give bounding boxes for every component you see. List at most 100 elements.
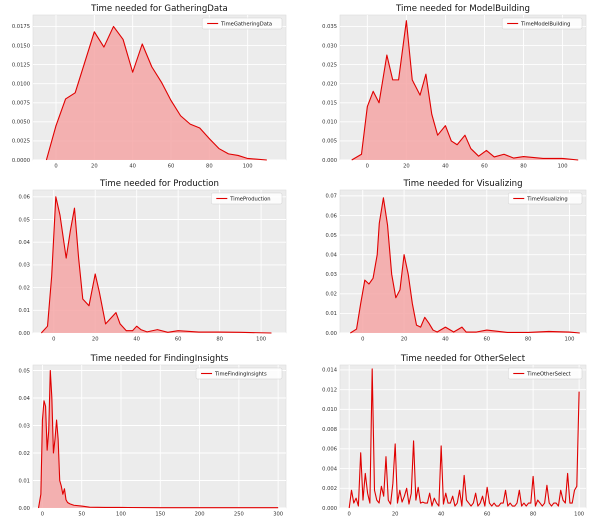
density-area [350,197,580,333]
x-tick-label: 0 [54,164,57,170]
y-tick-label: 0.06 [325,213,337,219]
x-tick-label: 50 [78,512,85,518]
density-line [350,197,580,334]
y-tick-label: 0.00 [18,331,30,337]
y-tick-label: 0.01 [18,478,30,484]
x-tick-label: 20 [401,337,408,343]
y-tick-label: 0.014 [322,368,338,374]
density-line [45,25,267,161]
y-tick-label: 0.025 [322,62,337,68]
chart-panel-5: 0.00 0.01 0.02 0.03 0.04 0.05 0 50 100 150 200 250 3… [18,354,287,518]
chart-panel-3: 0.00 0.01 0.02 0.03 0.04 0.05 0.06 0 20 40 60 80 100… [18,179,287,343]
x-tick-label: 60 [484,512,491,518]
x-tick-label: 40 [442,164,449,170]
y-tick-label: 0.04 [18,396,30,402]
y-tick-label: 0.00 [325,331,337,337]
x-tick-label: 250 [234,512,244,518]
legend-label: TimeVisualizing [526,196,567,202]
x-tick-label: 40 [133,337,140,343]
x-tick-label: 60 [483,337,490,343]
y-tick-label: 0.0150 [12,43,30,49]
y-tick-label: 0.01 [18,308,30,314]
y-tick-label: 0.02 [18,451,30,457]
x-tick-label: 100 [243,164,253,170]
x-tick-label: 20 [392,512,399,518]
x-tick-label: 300 [273,512,283,518]
legend-label: TimeGatheringData [220,21,272,27]
x-tick-label: 80 [530,512,537,518]
x-tick-label: 200 [195,512,205,518]
chart-title: Time needed for ModelBuilding [395,4,530,14]
x-tick-label: 100 [256,337,266,343]
x-tick-label: 80 [206,164,213,170]
y-tick-label: 0.03 [325,272,337,278]
legend: TimeOtherSelect [508,367,583,380]
y-tick-label: 0.015 [322,101,337,107]
x-tick-label: 80 [520,164,527,170]
y-tick-label: 0.05 [18,217,30,223]
y-tick-label: 0.06 [18,195,30,201]
y-tick-label: 0.0175 [12,24,30,30]
y-tick-label: 0.0050 [12,120,30,126]
y-tick-label: 0.004 [322,466,338,472]
chart-title: Time needed for Production [99,179,219,189]
y-tick-label: 0.07 [325,194,337,200]
x-tick-label: 60 [481,164,488,170]
x-tick-label: 20 [91,164,98,170]
x-tick-label: 100 [558,164,568,170]
y-tick-label: 0.0025 [12,139,30,145]
chart-panel-4: 0.00 0.01 0.02 0.03 0.04 0.05 0.06 0.07 0 20 40 60 8… [325,179,587,343]
x-tick-label: 40 [442,337,449,343]
legend: TimeGatheringData [201,17,283,30]
legend: TimeProduction [211,192,283,205]
x-tick-label: 20 [403,164,410,170]
legend: TimeVisualizing [508,192,583,205]
x-tick-label: 0 [52,337,55,343]
density-line [351,20,579,161]
chart-title: Time needed for OtherSelect [400,354,526,364]
chart-panel-6: 0.000 0.002 0.004 0.006 0.008 0.010 0.012 0.014… [322,354,587,518]
y-tick-label: 0.035 [322,24,337,30]
y-tick-label: 0.010 [322,407,337,413]
legend-label: TimeOtherSelect [526,371,570,377]
y-tick-label: 0.008 [322,427,337,433]
density-area [46,26,267,161]
x-tick-label: 60 [168,164,175,170]
plot-background [32,364,287,509]
legend: TimeFindingInsights [195,367,283,380]
x-tick-label: 0 [348,512,351,518]
legend-label: TimeModelBuilding [520,21,570,27]
y-tick-label: 0.0100 [12,81,30,87]
x-tick-label: 0 [366,164,369,170]
y-tick-label: 0.002 [322,486,337,492]
x-tick-label: 100 [116,512,126,518]
y-tick-label: 0.02 [325,292,337,298]
chart-panel-2: 0.000 0.005 0.010 0.015 0.020 0.025 0.030 0.035… [322,4,587,170]
y-tick-label: 0.020 [322,81,337,87]
legend: TimeModelBuilding [501,17,583,30]
y-tick-label: 0.03 [18,263,30,269]
y-tick-label: 0.00 [18,506,30,512]
density-area [41,196,272,333]
y-tick-label: 0.05 [325,233,337,239]
y-tick-label: 0.04 [18,240,30,246]
density-line [348,368,580,509]
density-line [40,196,272,334]
y-tick-label: 0.05 [18,368,30,374]
legend-label: TimeFindingInsights [214,371,267,377]
x-tick-label: 150 [155,512,165,518]
x-tick-label: 100 [565,337,575,343]
y-tick-label: 0.02 [18,285,30,291]
density-line [37,369,279,509]
x-tick-label: 80 [525,337,532,343]
x-tick-label: 40 [129,164,136,170]
y-tick-label: 0.005 [322,139,337,145]
x-tick-label: 60 [175,337,182,343]
legend-label: TimeProduction [229,196,270,202]
y-tick-label: 0.0075 [12,101,30,107]
y-tick-label: 0.012 [322,387,337,393]
y-tick-label: 0.010 [322,120,337,126]
y-tick-label: 0.0125 [12,62,30,68]
x-tick-label: 100 [574,512,584,518]
y-tick-label: 0.006 [322,447,337,453]
